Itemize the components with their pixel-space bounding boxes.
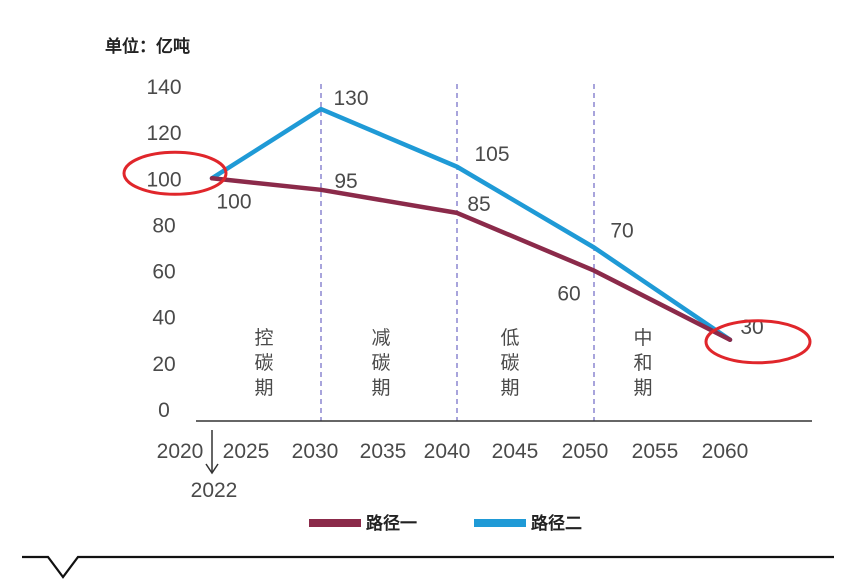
phase-label: 中和期	[633, 327, 652, 399]
x-tick-label: 2045	[492, 440, 539, 463]
data-label: 105	[474, 143, 509, 166]
x-tick-label: 2055	[632, 440, 679, 463]
x-tick-label: 2035	[360, 440, 407, 463]
y-tick-label: 100	[146, 168, 181, 191]
legend: 路径一 路径二	[309, 513, 582, 534]
data-label: 85	[467, 193, 490, 216]
series-line	[209, 106, 733, 343]
data-labels: 100 95 85 60 30 130 105 70	[216, 87, 763, 339]
unit-label: 单位：亿吨	[105, 36, 190, 57]
arrow-head-icon	[205, 463, 219, 475]
data-label: 60	[557, 283, 580, 306]
highlight-ellipses	[122, 150, 812, 365]
x-tick-label: 2050	[562, 440, 609, 463]
legend-label: 路径一	[366, 513, 417, 534]
data-label: 95	[334, 170, 357, 193]
legend-label: 路径二	[531, 513, 582, 534]
series-line	[209, 176, 733, 343]
data-label: 100	[216, 190, 251, 213]
y-tick-labels: 0 20 40 60 80 100 120 140	[146, 76, 181, 422]
legend-swatch	[474, 519, 526, 527]
highlight-ellipse-end	[704, 319, 812, 365]
phase-label: 减碳期	[371, 327, 390, 399]
y-tick-label: 60	[152, 261, 175, 284]
x-tick-label: 2025	[223, 440, 270, 463]
legend-swatch	[309, 519, 361, 527]
x-tick-label: 2030	[292, 440, 339, 463]
x-tick-label: 2040	[424, 440, 471, 463]
series-lines	[209, 106, 733, 343]
phase-label: 控碳期	[254, 327, 273, 399]
x-extra-label: 2022	[191, 479, 238, 502]
y-tick-label: 20	[152, 353, 175, 376]
x-extra-annotation: 2022	[191, 430, 238, 502]
data-label: 30	[740, 316, 763, 339]
x-tick-label: 2020	[157, 440, 204, 463]
highlight-ellipse-start	[122, 150, 228, 196]
y-tick-label: 120	[146, 122, 181, 145]
y-tick-label: 40	[152, 307, 175, 330]
data-label: 130	[333, 87, 368, 110]
data-label: 70	[610, 220, 633, 243]
bottom-rule	[22, 555, 834, 579]
y-tick-label: 80	[152, 214, 175, 237]
phase-labels: 控碳期 减碳期 低碳期 中和期	[254, 327, 652, 399]
y-tick-label: 140	[146, 76, 181, 99]
y-tick-label: 0	[158, 399, 170, 422]
x-tick-label: 2060	[702, 440, 749, 463]
phase-dividers	[320, 84, 595, 421]
phase-label: 低碳期	[500, 327, 519, 399]
x-tick-labels: 2020 2025 2030 2035 2040 2045 2050 2055 2060	[157, 440, 749, 463]
